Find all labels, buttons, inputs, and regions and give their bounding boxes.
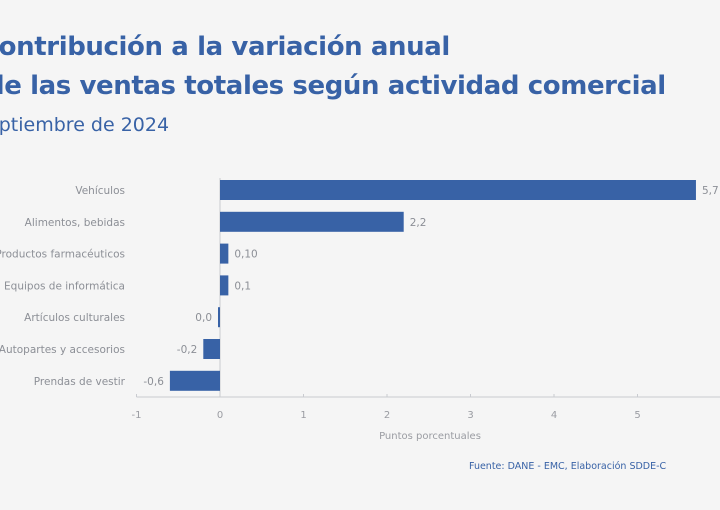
x-tick-label: 3 <box>467 410 473 421</box>
chart-title-line2: de las ventas totales según actividad co… <box>0 71 666 101</box>
category-label: Alimentos, bebidas <box>25 217 125 229</box>
category-label: Artículos culturales <box>24 312 125 324</box>
x-tick-label: 1 <box>300 410 306 421</box>
data-label: 0,0 <box>195 312 212 324</box>
category-label: Vehículos <box>75 185 125 197</box>
category-label: Productos farmacéuticos <box>0 249 125 261</box>
data-label: -0,6 <box>143 376 164 388</box>
x-tick-label: 5 <box>634 410 640 421</box>
x-tick-label: -1 <box>132 410 142 421</box>
bar <box>220 180 696 200</box>
bar <box>203 339 220 359</box>
chart-title-line1: Contribución a la variación anual <box>0 32 450 62</box>
bar <box>220 211 404 232</box>
bar <box>220 275 229 296</box>
source-note: Fuente: DANE - EMC, Elaboración SDDE-C <box>469 461 667 472</box>
x-axis-label: Puntos porcentuales <box>379 431 481 442</box>
data-label: -0,2 <box>177 344 198 356</box>
data-label: 5,7 <box>702 185 719 197</box>
bar <box>169 370 220 391</box>
x-tick-label: 0 <box>217 410 223 421</box>
x-tick-label: 2 <box>384 410 390 421</box>
data-label: 2,2 <box>410 217 427 229</box>
chart-subtitle: Septiembre de 2024 <box>0 114 170 136</box>
data-label: 0,1 <box>234 280 251 292</box>
x-tick-label: 4 <box>551 410 557 421</box>
category-label: Equipos de informática <box>4 280 125 292</box>
category-label: Prendas de vestir <box>34 376 126 388</box>
bar <box>218 307 220 328</box>
category-label: Autopartes y accesorios <box>0 344 125 356</box>
data-label: 0,10 <box>234 249 257 261</box>
bar <box>220 243 229 264</box>
